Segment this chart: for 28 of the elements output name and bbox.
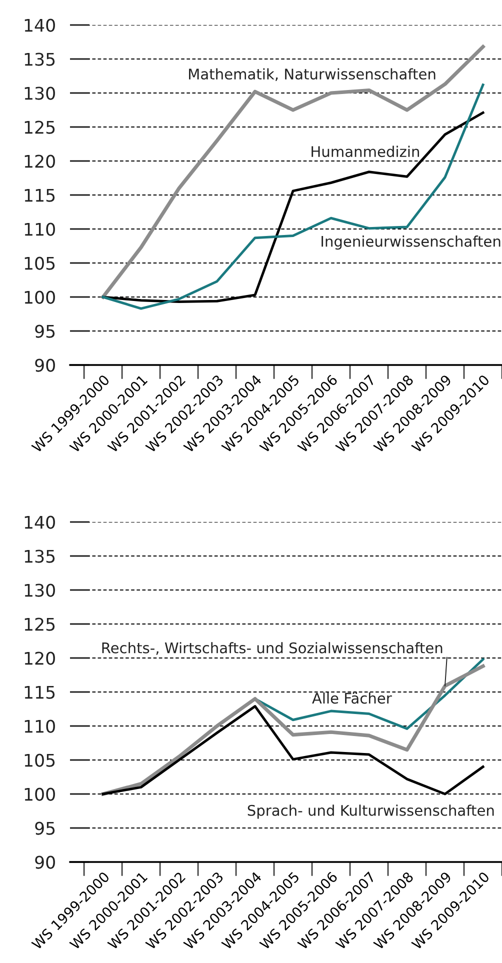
y-tick-label: 100 [24, 788, 55, 801]
y-tick-label: 90 [35, 358, 55, 372]
text: Sprach- und Kulturwissenschaften [248, 804, 494, 819]
y-tick-label: 130 [24, 86, 55, 100]
y-tick-label: 110 [24, 720, 55, 733]
y-tick-label: 105 [24, 256, 55, 270]
y-tick-label: 115 [24, 686, 55, 699]
y-tick-label: 135 [24, 550, 55, 563]
y-tick-label: 100 [24, 290, 55, 304]
y-tick-label: 130 [24, 584, 55, 597]
y-tick-label: 135 [24, 52, 55, 66]
y-tick-label: 110 [24, 222, 55, 236]
series-label: Mathematik, Naturwissenschaften [189, 68, 436, 82]
y-tick-label: 105 [24, 754, 55, 767]
y-tick-label: 140 [24, 18, 55, 32]
series-label: Alle Fächer [312, 692, 392, 704]
y-tick-label: 120 [24, 652, 55, 665]
y-tick-label: 125 [24, 120, 55, 134]
series-label: Rechts-, Wirtschafts- und Sozialwissenschaften [102, 642, 442, 655]
y-tick-label: 95 [35, 822, 55, 835]
y-tick-label: 120 [24, 154, 55, 168]
y-tick-label: 90 [35, 856, 55, 869]
y-tick-label: 140 [24, 516, 55, 529]
y-tick-label: 115 [24, 188, 55, 202]
series-label: Humanmedizin [312, 146, 419, 158]
series-label: Ingenieurwissenschaften [322, 236, 500, 250]
y-tick-label: 95 [35, 324, 55, 338]
y-tick-label: 125 [24, 618, 55, 631]
